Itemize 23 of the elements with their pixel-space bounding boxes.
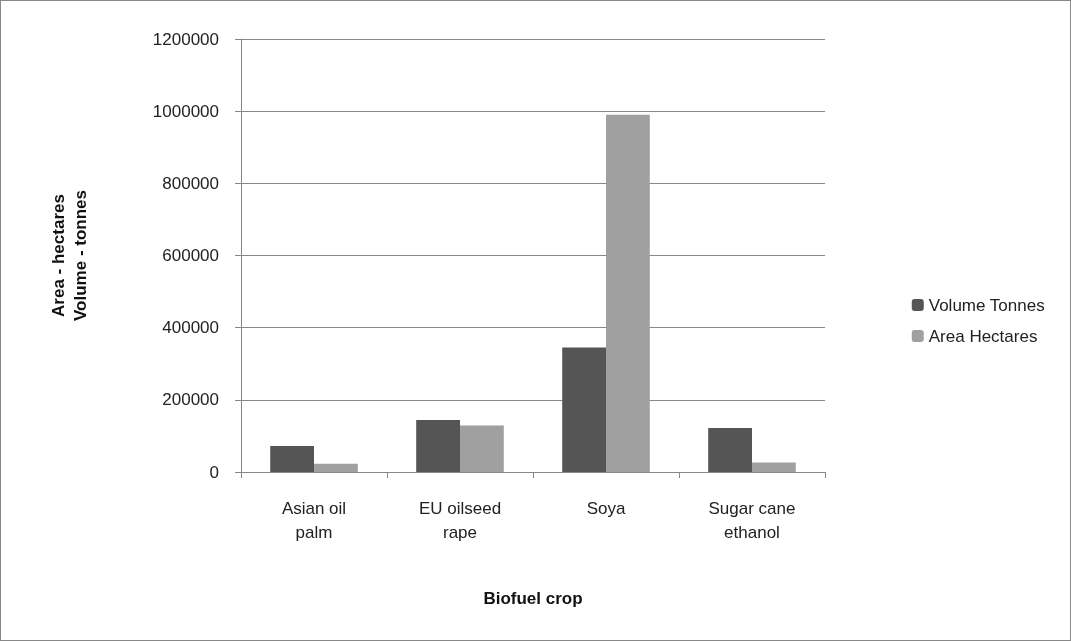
bar (416, 420, 460, 472)
bar (460, 425, 504, 472)
y-tick-label: 0 (209, 462, 219, 482)
y-tick-label: 1200000 (152, 29, 219, 49)
y-tick-label: 1000000 (152, 101, 219, 121)
bar (708, 427, 752, 472)
x-tick-label: Asian oil palm (281, 498, 347, 542)
y-tick-label: 400000 (162, 318, 219, 338)
x-tick-label: Sugar cane ethanol (708, 498, 796, 542)
legend-label: Volume Tonnes (928, 295, 1045, 315)
y-tick-label: 200000 (162, 390, 219, 410)
bar (314, 463, 358, 472)
bar (562, 347, 606, 472)
x-tick-label: EU oilseed rape (418, 498, 502, 542)
bar (752, 462, 796, 472)
x-axis-title: Biofuel crop (483, 589, 583, 608)
y-tick-label: 600000 (162, 246, 219, 265)
x-tick-label: Soya (586, 498, 626, 518)
legend-label: Area Hectares (928, 326, 1038, 346)
bar (270, 446, 314, 472)
bar (606, 114, 650, 472)
y-axis-title: Area - hectares Volume - tonnes (48, 190, 90, 321)
y-tick-label: 800000 (162, 173, 219, 193)
